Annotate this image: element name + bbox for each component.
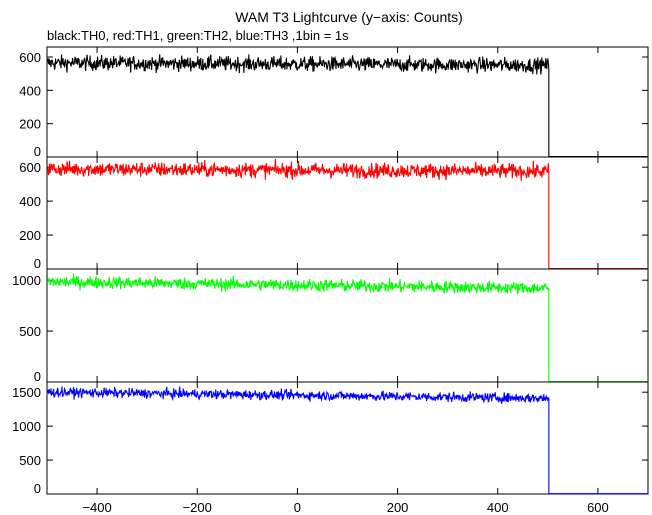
y-tick-label: 1500 <box>12 385 41 400</box>
series-line-th1 <box>46 159 648 270</box>
chart-subtitle: black:TH0, red:TH1, green:TH2, blue:TH3 … <box>47 28 349 43</box>
plot-area: 0200400600020040060005001000050010001500… <box>12 46 649 515</box>
y-tick-label: 0 <box>34 144 41 159</box>
x-tick-label: −200 <box>183 500 212 515</box>
series-line-th0 <box>46 54 648 158</box>
x-tick-label: 600 <box>587 500 609 515</box>
y-tick-label: 600 <box>19 160 41 175</box>
y-tick-label: 0 <box>34 481 41 496</box>
y-tick-label: 500 <box>19 324 41 339</box>
x-tick-label: −400 <box>82 500 111 515</box>
y-tick-label: 0 <box>34 256 41 271</box>
x-tick-label: 0 <box>294 500 301 515</box>
y-tick-label: 200 <box>19 117 41 132</box>
y-tick-label: 400 <box>19 194 41 209</box>
x-tick-label: 200 <box>387 500 409 515</box>
y-tick-label: 600 <box>19 50 41 65</box>
panel-frame-th3 <box>46 381 649 495</box>
series-line-th2 <box>46 273 648 383</box>
y-tick-label: 0 <box>34 369 41 384</box>
y-tick-label: 1000 <box>12 419 41 434</box>
chart-title: WAM T3 Lightcurve (y−axis: Counts) <box>235 9 463 25</box>
y-tick-label: 1000 <box>12 273 41 288</box>
y-tick-label: 400 <box>19 83 41 98</box>
y-tick-label: 200 <box>19 228 41 243</box>
series-line-th3 <box>46 386 648 495</box>
x-tick-label: 400 <box>487 500 509 515</box>
y-tick-label: 500 <box>19 453 41 468</box>
